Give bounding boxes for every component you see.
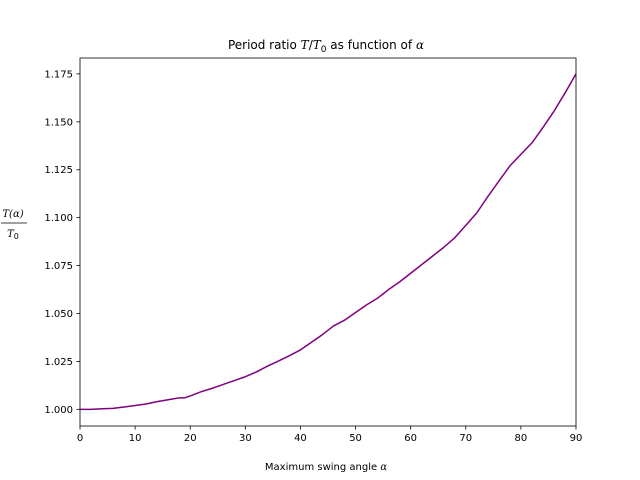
axes-frame (79, 57, 577, 427)
y-tick-label: 1.125 (44, 165, 73, 176)
x-axis-label: Maximum swing angle α (265, 462, 387, 473)
plot-area (79, 57, 577, 427)
y-axis-label: T(α) T0 (1, 209, 27, 241)
y-tick-label: 1.100 (44, 213, 73, 224)
y-tick-label: 1.025 (44, 357, 73, 368)
x-tick-label: 60 (404, 433, 417, 444)
x-tick-label: 10 (129, 433, 142, 444)
x-axis: 0 10 20 30 40 50 60 70 80 90 (77, 426, 583, 444)
svg-text:Maximum swing angle α: Maximum swing angle α (265, 462, 387, 473)
x-tick-label: 40 (294, 433, 307, 444)
x-tick-label: 80 (515, 433, 528, 444)
svg-text:Period ratio T/T0 as function: Period ratio T/T0 as function of α (228, 38, 424, 55)
y-axis: 1.000 1.025 1.050 1.075 1.100 1.125 1.150 1.175 (44, 69, 80, 416)
x-tick-label: 0 (77, 433, 83, 444)
y-label-denominator: T0 (7, 229, 19, 241)
chart-title: Period ratio T/T0 as function of α (228, 38, 424, 55)
x-tick-label: 50 (349, 433, 362, 444)
y-tick-label: 1.150 (44, 117, 73, 128)
x-tick-label: 20 (184, 433, 197, 444)
y-tick-label: 1.075 (44, 261, 73, 272)
y-label-numerator: T(α) (2, 209, 23, 220)
x-tick-label: 90 (570, 433, 583, 444)
x-tick-label: 30 (239, 433, 252, 444)
x-tick-label: 70 (459, 433, 472, 444)
series-line (80, 73, 577, 411)
y-tick-label: 1.000 (44, 405, 73, 416)
y-tick-label: 1.050 (44, 309, 73, 320)
y-tick-label: 1.175 (44, 69, 73, 80)
